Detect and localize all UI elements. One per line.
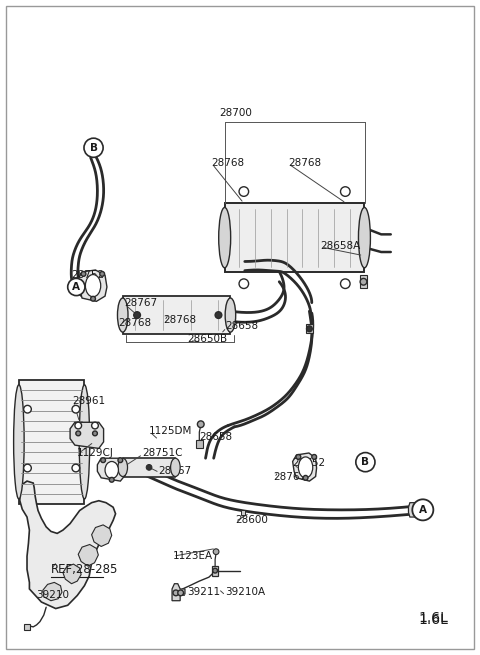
Circle shape	[303, 476, 308, 480]
Ellipse shape	[359, 208, 371, 268]
Circle shape	[24, 464, 31, 472]
Text: REF,28-285: REF,28-285	[51, 563, 119, 576]
Text: 1123EA: 1123EA	[173, 552, 213, 561]
Text: 28650B: 28650B	[187, 334, 228, 345]
Circle shape	[360, 278, 367, 285]
Text: A: A	[419, 505, 427, 515]
Text: 28768: 28768	[163, 314, 196, 325]
Circle shape	[296, 455, 301, 459]
Circle shape	[76, 431, 81, 436]
Ellipse shape	[118, 458, 128, 477]
Circle shape	[356, 453, 375, 472]
Circle shape	[215, 312, 222, 318]
Polygon shape	[212, 566, 218, 576]
Ellipse shape	[85, 274, 101, 297]
Polygon shape	[408, 502, 420, 517]
Circle shape	[197, 421, 204, 428]
Circle shape	[213, 549, 219, 555]
Circle shape	[93, 431, 97, 436]
Text: 1125DM: 1125DM	[149, 426, 192, 436]
Text: 28751C: 28751C	[142, 448, 182, 458]
Circle shape	[340, 187, 350, 196]
Polygon shape	[241, 510, 245, 515]
Polygon shape	[360, 275, 367, 288]
Polygon shape	[92, 525, 112, 546]
Circle shape	[101, 458, 106, 462]
Text: 1.6L: 1.6L	[419, 613, 448, 627]
Ellipse shape	[170, 458, 180, 477]
Circle shape	[173, 590, 179, 596]
Polygon shape	[196, 440, 203, 449]
Text: 28767: 28767	[158, 466, 192, 476]
Circle shape	[72, 405, 80, 413]
Polygon shape	[172, 584, 185, 601]
Polygon shape	[70, 422, 104, 449]
Circle shape	[92, 422, 98, 429]
Ellipse shape	[118, 298, 128, 332]
Text: 28768: 28768	[211, 158, 244, 168]
Circle shape	[412, 499, 433, 520]
Ellipse shape	[79, 384, 90, 499]
Text: 28767: 28767	[274, 472, 307, 481]
Circle shape	[109, 477, 114, 482]
Text: 28658A: 28658A	[321, 241, 360, 251]
Circle shape	[312, 455, 317, 459]
Polygon shape	[24, 624, 30, 630]
Text: 28658: 28658	[199, 432, 232, 442]
Text: 28752: 28752	[72, 271, 105, 280]
Circle shape	[68, 278, 85, 295]
Circle shape	[75, 422, 82, 429]
Circle shape	[340, 279, 350, 288]
Polygon shape	[225, 203, 364, 272]
Text: 39210: 39210	[36, 590, 70, 601]
Polygon shape	[97, 458, 125, 481]
Ellipse shape	[219, 208, 231, 268]
Circle shape	[118, 458, 123, 462]
Text: 39211: 39211	[187, 588, 220, 597]
Ellipse shape	[299, 457, 313, 478]
Polygon shape	[20, 481, 116, 608]
Circle shape	[134, 312, 141, 318]
Text: 1129CJ: 1129CJ	[76, 448, 113, 458]
Circle shape	[91, 296, 96, 301]
Ellipse shape	[13, 384, 24, 499]
Text: 1.6L: 1.6L	[419, 611, 448, 626]
Polygon shape	[19, 380, 84, 504]
Text: 28700: 28700	[219, 108, 252, 118]
Circle shape	[213, 569, 217, 573]
Circle shape	[239, 279, 249, 288]
Circle shape	[84, 138, 103, 157]
Text: 39210A: 39210A	[226, 588, 266, 597]
Polygon shape	[78, 544, 98, 566]
Polygon shape	[77, 270, 107, 301]
Circle shape	[307, 326, 312, 331]
Polygon shape	[293, 453, 317, 481]
Text: 28600: 28600	[235, 515, 268, 525]
Circle shape	[178, 590, 183, 596]
Text: B: B	[361, 457, 370, 467]
Text: 28752: 28752	[293, 458, 326, 468]
Circle shape	[72, 464, 80, 472]
Circle shape	[100, 272, 105, 276]
Text: 28961: 28961	[72, 396, 106, 405]
Polygon shape	[63, 564, 81, 584]
Text: 28768: 28768	[118, 318, 151, 328]
Circle shape	[81, 272, 86, 276]
Text: 28658: 28658	[226, 321, 259, 331]
Text: 28767: 28767	[124, 298, 157, 309]
Text: A: A	[72, 282, 80, 292]
Polygon shape	[43, 582, 62, 601]
Polygon shape	[123, 296, 230, 334]
Ellipse shape	[225, 298, 236, 332]
Circle shape	[239, 187, 249, 196]
Polygon shape	[123, 458, 175, 477]
Text: 28768: 28768	[288, 158, 321, 168]
Circle shape	[24, 405, 31, 413]
Text: B: B	[90, 143, 97, 153]
Ellipse shape	[105, 462, 119, 479]
Polygon shape	[306, 324, 313, 333]
Circle shape	[146, 464, 152, 470]
